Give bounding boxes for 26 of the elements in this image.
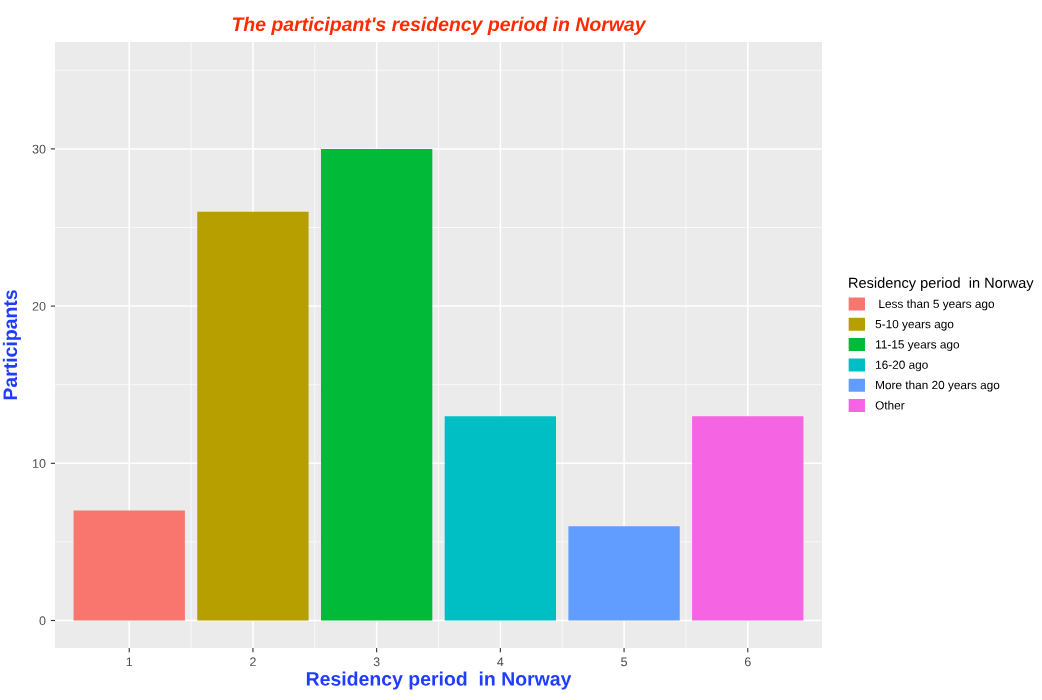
bar <box>444 416 557 621</box>
x-tick-label: 5 <box>621 657 628 667</box>
x-tick-label: 4 <box>497 657 504 667</box>
y-tick-label: 20 <box>32 301 46 311</box>
x-axis-title: Residency period in Norway <box>306 671 572 690</box>
bar <box>320 148 433 621</box>
chart-title: The participant's residency period in Norway <box>232 16 647 35</box>
y-axis-title: Participants <box>2 290 21 400</box>
legend-label: 16-20 ago <box>876 360 928 372</box>
bar <box>692 416 804 621</box>
bar <box>197 211 309 621</box>
x-tick-label: 6 <box>744 657 751 667</box>
legend-label: Less than 5 years ago <box>879 299 995 311</box>
legend-label: Other <box>875 400 905 410</box>
bar <box>568 526 680 621</box>
y-tick-label: 30 <box>32 144 46 154</box>
y-tick-label: 0 <box>39 616 46 626</box>
bar <box>73 510 185 621</box>
x-tick-label: 3 <box>373 657 380 667</box>
legend-label: 11-15 years ago <box>876 340 960 351</box>
legend-label: More than 20 years ago <box>876 380 1000 392</box>
y-tick-label: 10 <box>33 459 46 468</box>
x-tick-label: 1 <box>126 657 133 667</box>
legend-label: 5-10 years ago <box>875 319 954 331</box>
x-tick-label: 2 <box>250 657 256 667</box>
legend-title: Residency period in Norway <box>849 277 1034 291</box>
